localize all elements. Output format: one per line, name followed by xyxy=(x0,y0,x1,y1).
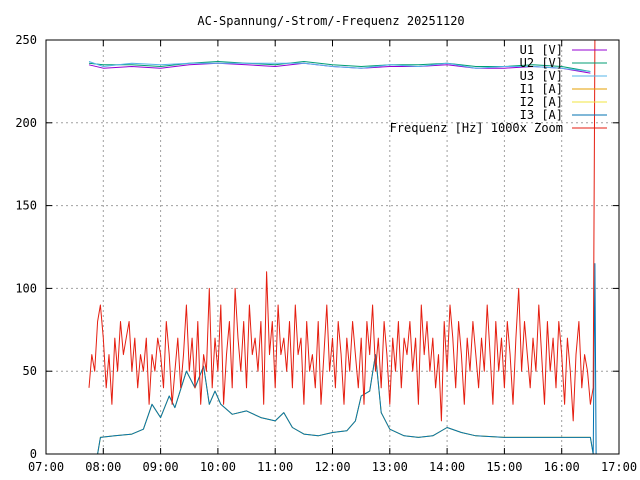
legend: U1 [V]U2 [V]U3 [V]I1 [A]I2 [A]I3 [A]Freq… xyxy=(390,43,607,135)
legend-label: Frequenz [Hz] 1000x Zoom xyxy=(390,121,563,135)
x-tick-label: 17:00 xyxy=(601,460,637,474)
legend-label: I1 [A] xyxy=(520,82,563,96)
chart-title: AC-Spannung/-Strom/-Frequenz 20251120 xyxy=(197,14,464,28)
x-tick-label: 10:00 xyxy=(200,460,236,474)
x-tick-label: 08:00 xyxy=(85,460,121,474)
x-tick-label: 16:00 xyxy=(544,460,580,474)
x-tick-label: 14:00 xyxy=(429,460,465,474)
legend-label: U3 [V] xyxy=(520,69,563,83)
x-tick-label: 13:00 xyxy=(372,460,408,474)
y-tick-label: 250 xyxy=(15,33,37,47)
x-tick-label: 11:00 xyxy=(257,460,293,474)
x-tick-label: 07:00 xyxy=(28,460,64,474)
legend-label: U2 [V] xyxy=(520,56,563,70)
x-tick-label: 12:00 xyxy=(314,460,350,474)
x-tick-label: 09:00 xyxy=(143,460,179,474)
legend-label: U1 [V] xyxy=(520,43,563,57)
series-line-3 xyxy=(88,61,591,72)
y-tick-label: 150 xyxy=(15,199,37,213)
y-tick-label: 200 xyxy=(15,116,37,130)
series-line-7 xyxy=(88,39,596,422)
y-tick-label: 100 xyxy=(15,281,37,295)
y-tick-label: 0 xyxy=(30,447,37,461)
plot-series xyxy=(88,39,597,455)
y-tick-label: 50 xyxy=(23,364,37,378)
legend-label: I3 [A] xyxy=(520,108,563,122)
x-tick-label: 15:00 xyxy=(486,460,522,474)
legend-label: I2 [A] xyxy=(520,95,563,109)
axis-ticks: 07:00 08:00 09:00 10:00 11:00 12:00 13:00 14:00… xyxy=(15,33,637,474)
series-line-6 xyxy=(97,263,597,455)
